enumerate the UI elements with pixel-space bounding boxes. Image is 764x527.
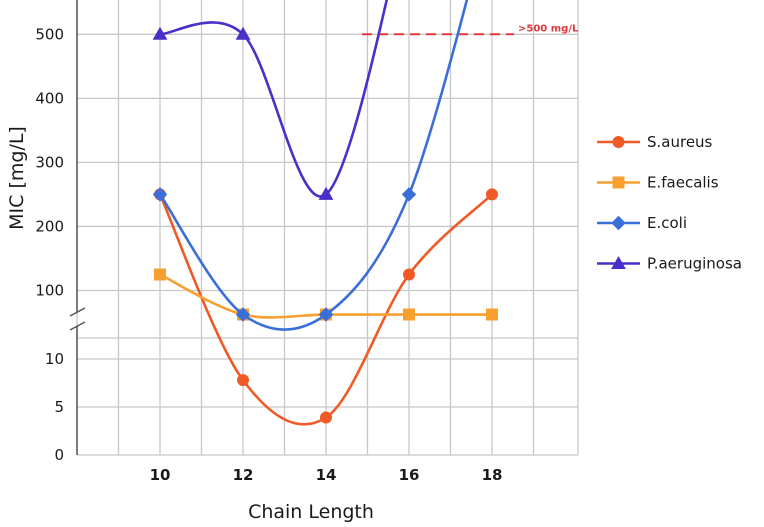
data-point [320,411,332,424]
legend-item: E.coli [597,214,687,232]
legend-label: E.coli [647,214,687,232]
y-tick-label: 5 [54,398,64,416]
data-point [154,268,166,281]
legend-label: S.aureus [647,133,713,151]
y-tick-label: 300 [35,153,64,171]
y-axis-title: MIC [mg/L] [6,126,28,230]
legend-item: S.aureus [597,133,713,151]
legend: S.aureus E.faecalis E.coli P.aeruginosa [597,133,742,273]
x-tick-label: 12 [233,466,254,484]
legend-marker [611,215,626,231]
reference-line-label: >500 mg/L [518,23,579,34]
legend-item: E.faecalis [597,174,719,192]
data-point [235,26,251,40]
data-point [318,186,334,200]
y-tick-label: 10 [45,350,64,368]
legend-marker [612,136,625,148]
data-point [235,307,251,322]
reference-line-group: >500 mg/L [362,23,579,36]
axis-break-mark [69,321,86,331]
axes [69,0,86,455]
x-tick-label: 16 [399,466,420,484]
legend-label: P.aeruginosa [647,255,742,273]
data-point [318,307,334,322]
y-tick-label: 400 [35,89,64,107]
data-point [486,308,498,321]
legend-marker [611,255,626,269]
x-axis-title: Chain Length [248,501,374,523]
data-point [401,187,417,202]
tick-labels: 100 200 300 400 500 0 5 10 10 12 14 16 18 [35,25,502,484]
axis-break-mark [69,307,86,317]
y-tick-label: 0 [54,446,64,464]
data-point [403,308,415,321]
data-point [152,26,168,40]
series-e-coli [152,0,469,331]
legend-label: E.faecalis [647,174,719,192]
x-tick-label: 14 [316,466,337,484]
y-tick-label: 100 [35,282,64,300]
y-tick-label: 200 [35,217,64,235]
y-tick-label: 500 [35,25,64,43]
legend-marker [612,176,625,189]
data-point [237,374,249,387]
x-tick-label: 10 [150,466,171,484]
series-p-aeruginosa [152,0,389,200]
series-line [159,0,389,198]
data-point [486,188,498,201]
legend-item: P.aeruginosa [597,255,742,273]
series-line [158,0,469,331]
series-group [152,0,498,426]
data-point [403,268,415,281]
x-tick-label: 18 [482,466,503,484]
data-point [152,187,168,202]
grid-lines [76,0,579,456]
